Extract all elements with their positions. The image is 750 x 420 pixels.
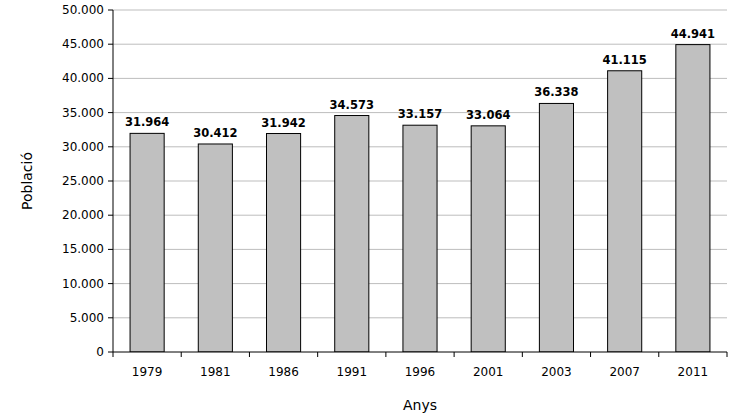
y-tick-label: 20.000 — [62, 208, 104, 222]
x-tick-label: 1991 — [337, 365, 368, 379]
x-tick — [249, 352, 250, 357]
data-label: 36.338 — [534, 85, 578, 99]
bar — [267, 134, 301, 352]
y-tick-label: 50.000 — [62, 3, 104, 17]
bar — [130, 133, 164, 352]
y-tick-label: 45.000 — [62, 37, 104, 51]
x-tick-label: 1986 — [268, 365, 299, 379]
x-tick-label: 2003 — [541, 365, 572, 379]
x-tick — [522, 352, 523, 357]
y-tick-label: 40.000 — [62, 71, 104, 85]
y-tick — [108, 215, 113, 216]
data-label: 31.942 — [261, 116, 305, 130]
bar — [608, 71, 642, 352]
x-tick — [590, 352, 591, 357]
x-tick — [113, 352, 114, 357]
bar — [539, 103, 573, 352]
y-tick-label: 10.000 — [62, 277, 104, 291]
data-label: 41.115 — [602, 53, 646, 67]
x-tick-label: 1979 — [132, 365, 163, 379]
x-tick — [181, 352, 182, 357]
y-tick — [108, 146, 113, 147]
x-tick — [385, 352, 386, 357]
y-tick — [108, 317, 113, 318]
y-tick — [108, 112, 113, 113]
y-axis — [113, 10, 114, 352]
bar — [676, 45, 710, 352]
data-label: 33.064 — [466, 108, 510, 122]
data-label: 31.964 — [125, 115, 169, 129]
y-tick — [108, 181, 113, 182]
data-label: 44.941 — [671, 27, 715, 41]
y-tick-label: 5.000 — [70, 311, 104, 325]
x-tick-label: 1981 — [200, 365, 231, 379]
x-tick — [454, 352, 455, 357]
grid-line — [113, 44, 727, 45]
y-tick-label: 30.000 — [62, 140, 104, 154]
y-tick — [108, 249, 113, 250]
y-tick — [108, 352, 113, 353]
y-tick-label: 15.000 — [62, 242, 104, 256]
grid-line — [113, 10, 727, 11]
y-tick — [108, 44, 113, 45]
bar — [403, 125, 437, 352]
y-tick — [108, 10, 113, 11]
x-tick — [658, 352, 659, 357]
chart: 0 5.000 10.000 15.000 20.000 25.000 30.000 35.0… — [0, 0, 750, 420]
data-label: 34.573 — [330, 98, 374, 112]
bar — [471, 126, 505, 352]
x-tick — [317, 352, 318, 357]
x-tick-label: 2007 — [609, 365, 640, 379]
x-tick — [727, 352, 728, 357]
bars — [130, 45, 710, 352]
x-tick-label: 2011 — [678, 365, 709, 379]
y-tick-label: 25.000 — [62, 174, 104, 188]
bar — [198, 144, 232, 352]
y-tick — [108, 283, 113, 284]
x-tick-label: 1996 — [405, 365, 436, 379]
data-label: 30.412 — [193, 126, 237, 140]
y-tick — [108, 78, 113, 79]
bar — [335, 116, 369, 352]
x-tick-label: 2001 — [473, 365, 504, 379]
x-axis-title: Anys — [403, 397, 437, 413]
x-axis — [113, 352, 727, 353]
y-axis-title: Població — [19, 152, 35, 210]
data-label: 33.157 — [398, 107, 442, 121]
y-tick-label: 35.000 — [62, 106, 104, 120]
y-tick-label: 0 — [96, 345, 104, 359]
